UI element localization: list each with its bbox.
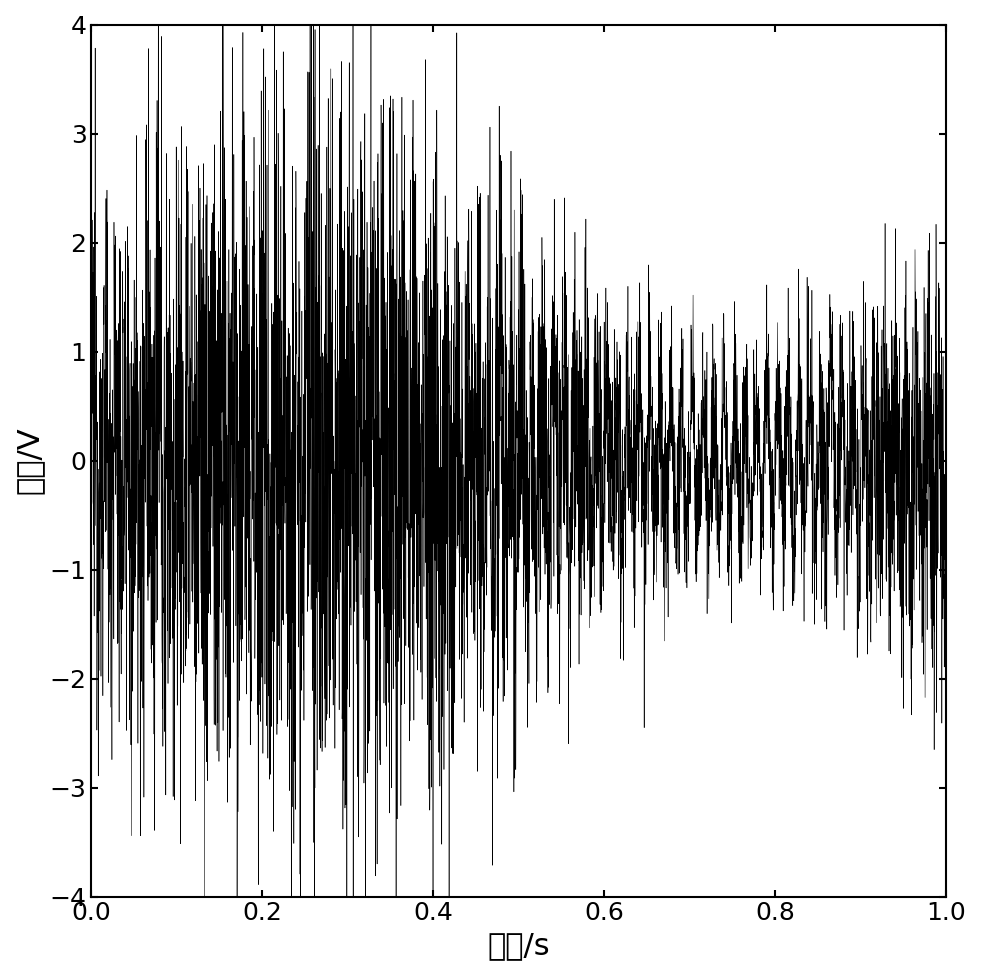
Y-axis label: 幅度/V: 幅度/V: [15, 427, 44, 494]
X-axis label: 时间/s: 时间/s: [488, 931, 550, 960]
